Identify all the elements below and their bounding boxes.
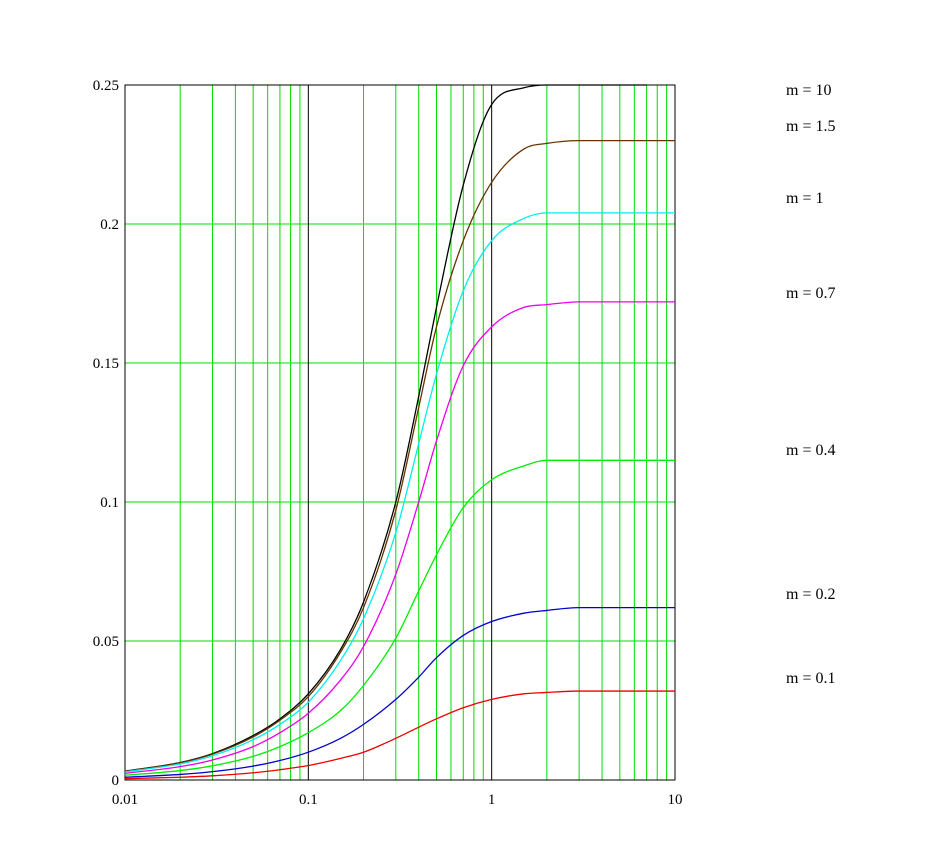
curve-label: m = 1 [786, 190, 823, 207]
x-tick-label: 0.01 [112, 792, 138, 808]
series-line-7 [124, 690, 675, 780]
y-tick-label: 0.05 [93, 634, 119, 650]
y-tick-label: 0.2 [100, 217, 119, 233]
curve-label: m = 0.4 [786, 442, 835, 459]
grid [125, 84, 675, 781]
x-tick-label: 10 [668, 792, 683, 808]
series-line-6 [124, 606, 675, 778]
plot-frame [124, 84, 676, 781]
curve-label: m = 10 [786, 82, 831, 99]
x-tick-label: 0.1 [299, 792, 318, 808]
series-line-2 [124, 139, 675, 773]
y-tick-label: 0.25 [93, 78, 119, 94]
x-tick-label: 1 [488, 792, 496, 808]
curve-label: m = 1.5 [786, 118, 835, 135]
y-tick-label: 0.1 [100, 495, 119, 511]
series-line-3 [124, 212, 675, 773]
series-line-4 [124, 301, 675, 774]
series-lines [124, 84, 675, 780]
curve-label: m = 0.7 [786, 285, 835, 302]
y-tick-label: 0 [112, 773, 120, 789]
axes [124, 84, 676, 781]
series-line-5 [124, 459, 675, 776]
curve-label: m = 0.1 [786, 670, 835, 687]
tick-labels: 0.01 0.1 1 10 0 0.05 0.1 0.15 0.2 0.25 [93, 78, 683, 808]
y-tick-label: 0.15 [93, 356, 119, 372]
curve-labels: m = 10 m = 1.5 m = 1 m = 0.7 m = 0.4 m = 0.2 m… [786, 82, 835, 687]
series-line-1 [124, 84, 647, 772]
curve-label: m = 0.2 [786, 586, 835, 603]
